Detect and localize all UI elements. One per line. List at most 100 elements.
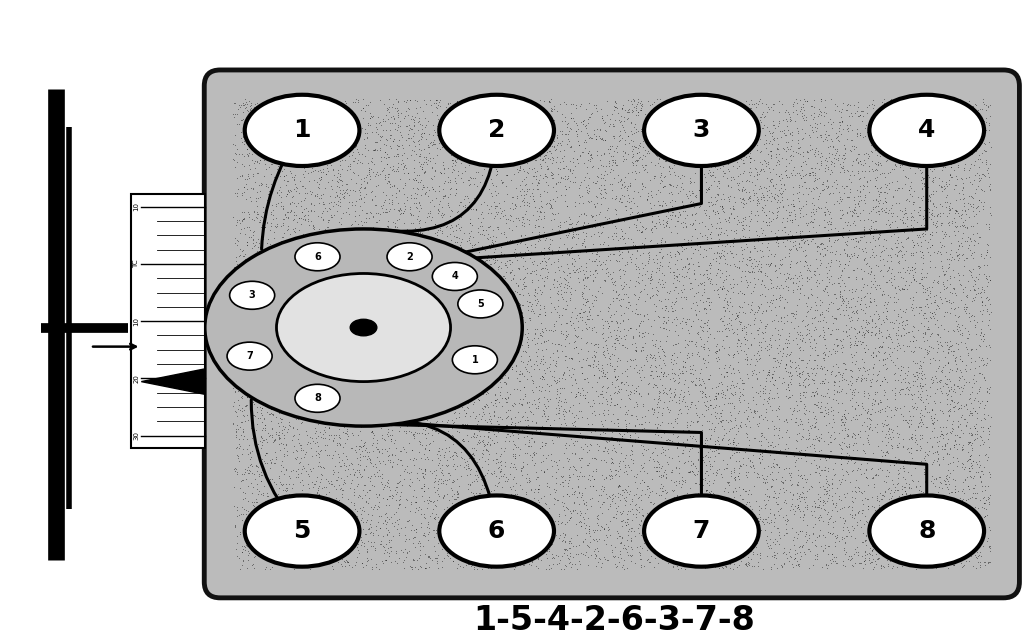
Point <box>262 218 279 228</box>
Point <box>285 257 301 267</box>
Point <box>557 305 573 315</box>
Point <box>793 204 809 214</box>
Point <box>525 460 542 470</box>
Point <box>669 240 685 251</box>
Point <box>809 132 825 142</box>
Point <box>245 424 261 434</box>
Point <box>954 442 971 452</box>
Point <box>584 453 600 463</box>
Point <box>860 534 877 544</box>
Point <box>255 368 271 378</box>
Point <box>772 532 788 543</box>
Point <box>501 425 517 436</box>
Point <box>378 297 394 307</box>
Point <box>254 308 270 318</box>
Point <box>246 241 262 251</box>
Point <box>371 278 387 288</box>
Point <box>584 323 600 333</box>
Point <box>823 529 840 539</box>
Point <box>305 479 322 489</box>
Point <box>616 415 633 425</box>
Point <box>881 516 897 526</box>
Point <box>346 469 362 479</box>
Point <box>556 564 572 574</box>
Point <box>854 106 870 116</box>
Point <box>859 326 876 336</box>
Point <box>479 305 496 315</box>
Point <box>768 493 784 503</box>
Point <box>757 291 773 301</box>
Point <box>874 111 891 121</box>
Point <box>709 247 725 257</box>
Point <box>544 153 560 163</box>
Point <box>758 499 774 509</box>
Point <box>953 250 970 260</box>
Point <box>530 484 547 494</box>
Point <box>548 178 564 188</box>
Point <box>247 474 263 484</box>
Point <box>913 120 930 130</box>
Point <box>642 100 658 110</box>
Point <box>342 310 358 320</box>
Point <box>268 429 285 439</box>
Point <box>872 204 889 214</box>
Point <box>918 555 934 565</box>
Point <box>278 560 294 570</box>
Point <box>427 127 443 137</box>
Point <box>287 519 303 529</box>
Point <box>849 106 865 116</box>
Point <box>723 531 739 541</box>
Point <box>459 191 475 201</box>
Point <box>254 109 270 119</box>
Point <box>940 134 956 144</box>
Point <box>598 457 614 467</box>
Point <box>642 143 658 153</box>
Point <box>297 498 313 508</box>
Point <box>753 503 769 513</box>
Point <box>693 325 710 335</box>
Point <box>868 387 885 397</box>
Point <box>321 542 337 552</box>
Point <box>294 506 310 516</box>
Point <box>413 341 429 351</box>
Point <box>556 448 572 458</box>
Point <box>233 515 250 525</box>
Point <box>281 184 297 195</box>
Point <box>543 523 559 533</box>
Point <box>457 542 473 552</box>
Point <box>302 539 318 549</box>
Point <box>680 348 696 358</box>
Point <box>481 432 498 443</box>
Point <box>412 317 428 328</box>
Point <box>804 233 820 244</box>
Point <box>397 427 414 438</box>
Point <box>794 107 810 118</box>
Point <box>501 494 517 504</box>
Point <box>768 265 784 275</box>
Point <box>258 263 274 273</box>
Point <box>882 205 898 216</box>
Point <box>239 310 255 321</box>
Point <box>912 415 929 425</box>
Point <box>783 479 800 489</box>
Point <box>483 239 500 249</box>
Point <box>886 291 902 301</box>
Point <box>393 272 410 282</box>
Point <box>784 273 801 283</box>
Point <box>978 247 994 258</box>
Point <box>258 472 274 482</box>
Point <box>507 412 523 422</box>
Point <box>577 534 593 544</box>
Point <box>730 287 746 298</box>
Point <box>642 536 658 546</box>
Point <box>381 102 397 112</box>
Point <box>887 185 903 195</box>
Point <box>600 158 616 169</box>
Point <box>677 99 693 109</box>
Point <box>498 432 514 442</box>
Point <box>268 267 285 277</box>
Point <box>484 106 501 116</box>
Point <box>311 513 328 523</box>
Point <box>608 99 625 109</box>
Point <box>379 135 395 145</box>
